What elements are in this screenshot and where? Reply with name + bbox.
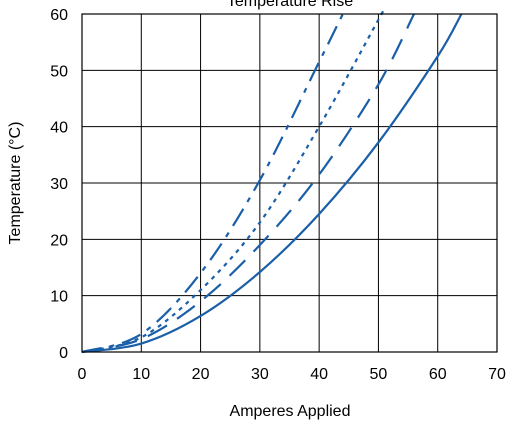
chart-title: Temperature Rise <box>227 0 353 10</box>
x-tick-label: 40 <box>310 366 328 383</box>
series-line-dotted <box>81 8 385 354</box>
grid <box>82 14 497 352</box>
x-tick-label: 0 <box>78 366 87 383</box>
x-tick-label: 60 <box>429 366 447 383</box>
x-tick-label: 70 <box>488 366 506 383</box>
y-tick-labels: 0 10 20 30 40 50 60 <box>50 7 68 362</box>
y-tick-label: 40 <box>50 120 68 137</box>
x-tick-label: 10 <box>132 366 150 383</box>
x-tick-label: 20 <box>192 366 210 383</box>
y-tick-label: 20 <box>50 232 68 249</box>
y-tick-label: 10 <box>50 289 68 306</box>
x-tick-label: 30 <box>251 366 269 383</box>
series-line-long-dash <box>81 13 415 354</box>
series-group <box>81 8 463 354</box>
y-tick-label: 30 <box>50 176 68 193</box>
y-tick-label: 0 <box>59 345 68 362</box>
x-tick-labels: 0 10 20 30 40 50 60 70 <box>78 366 506 383</box>
y-tick-label: 60 <box>50 7 68 24</box>
plot-frame <box>81 13 498 353</box>
x-axis-title: Amperes Applied <box>230 403 351 420</box>
y-tick-label: 50 <box>50 63 68 80</box>
x-tick-label: 50 <box>370 366 388 383</box>
y-axis-title: Temperature (°C) <box>7 122 24 245</box>
series-line-solid <box>81 13 463 354</box>
series-line-dash-dot <box>81 13 344 354</box>
